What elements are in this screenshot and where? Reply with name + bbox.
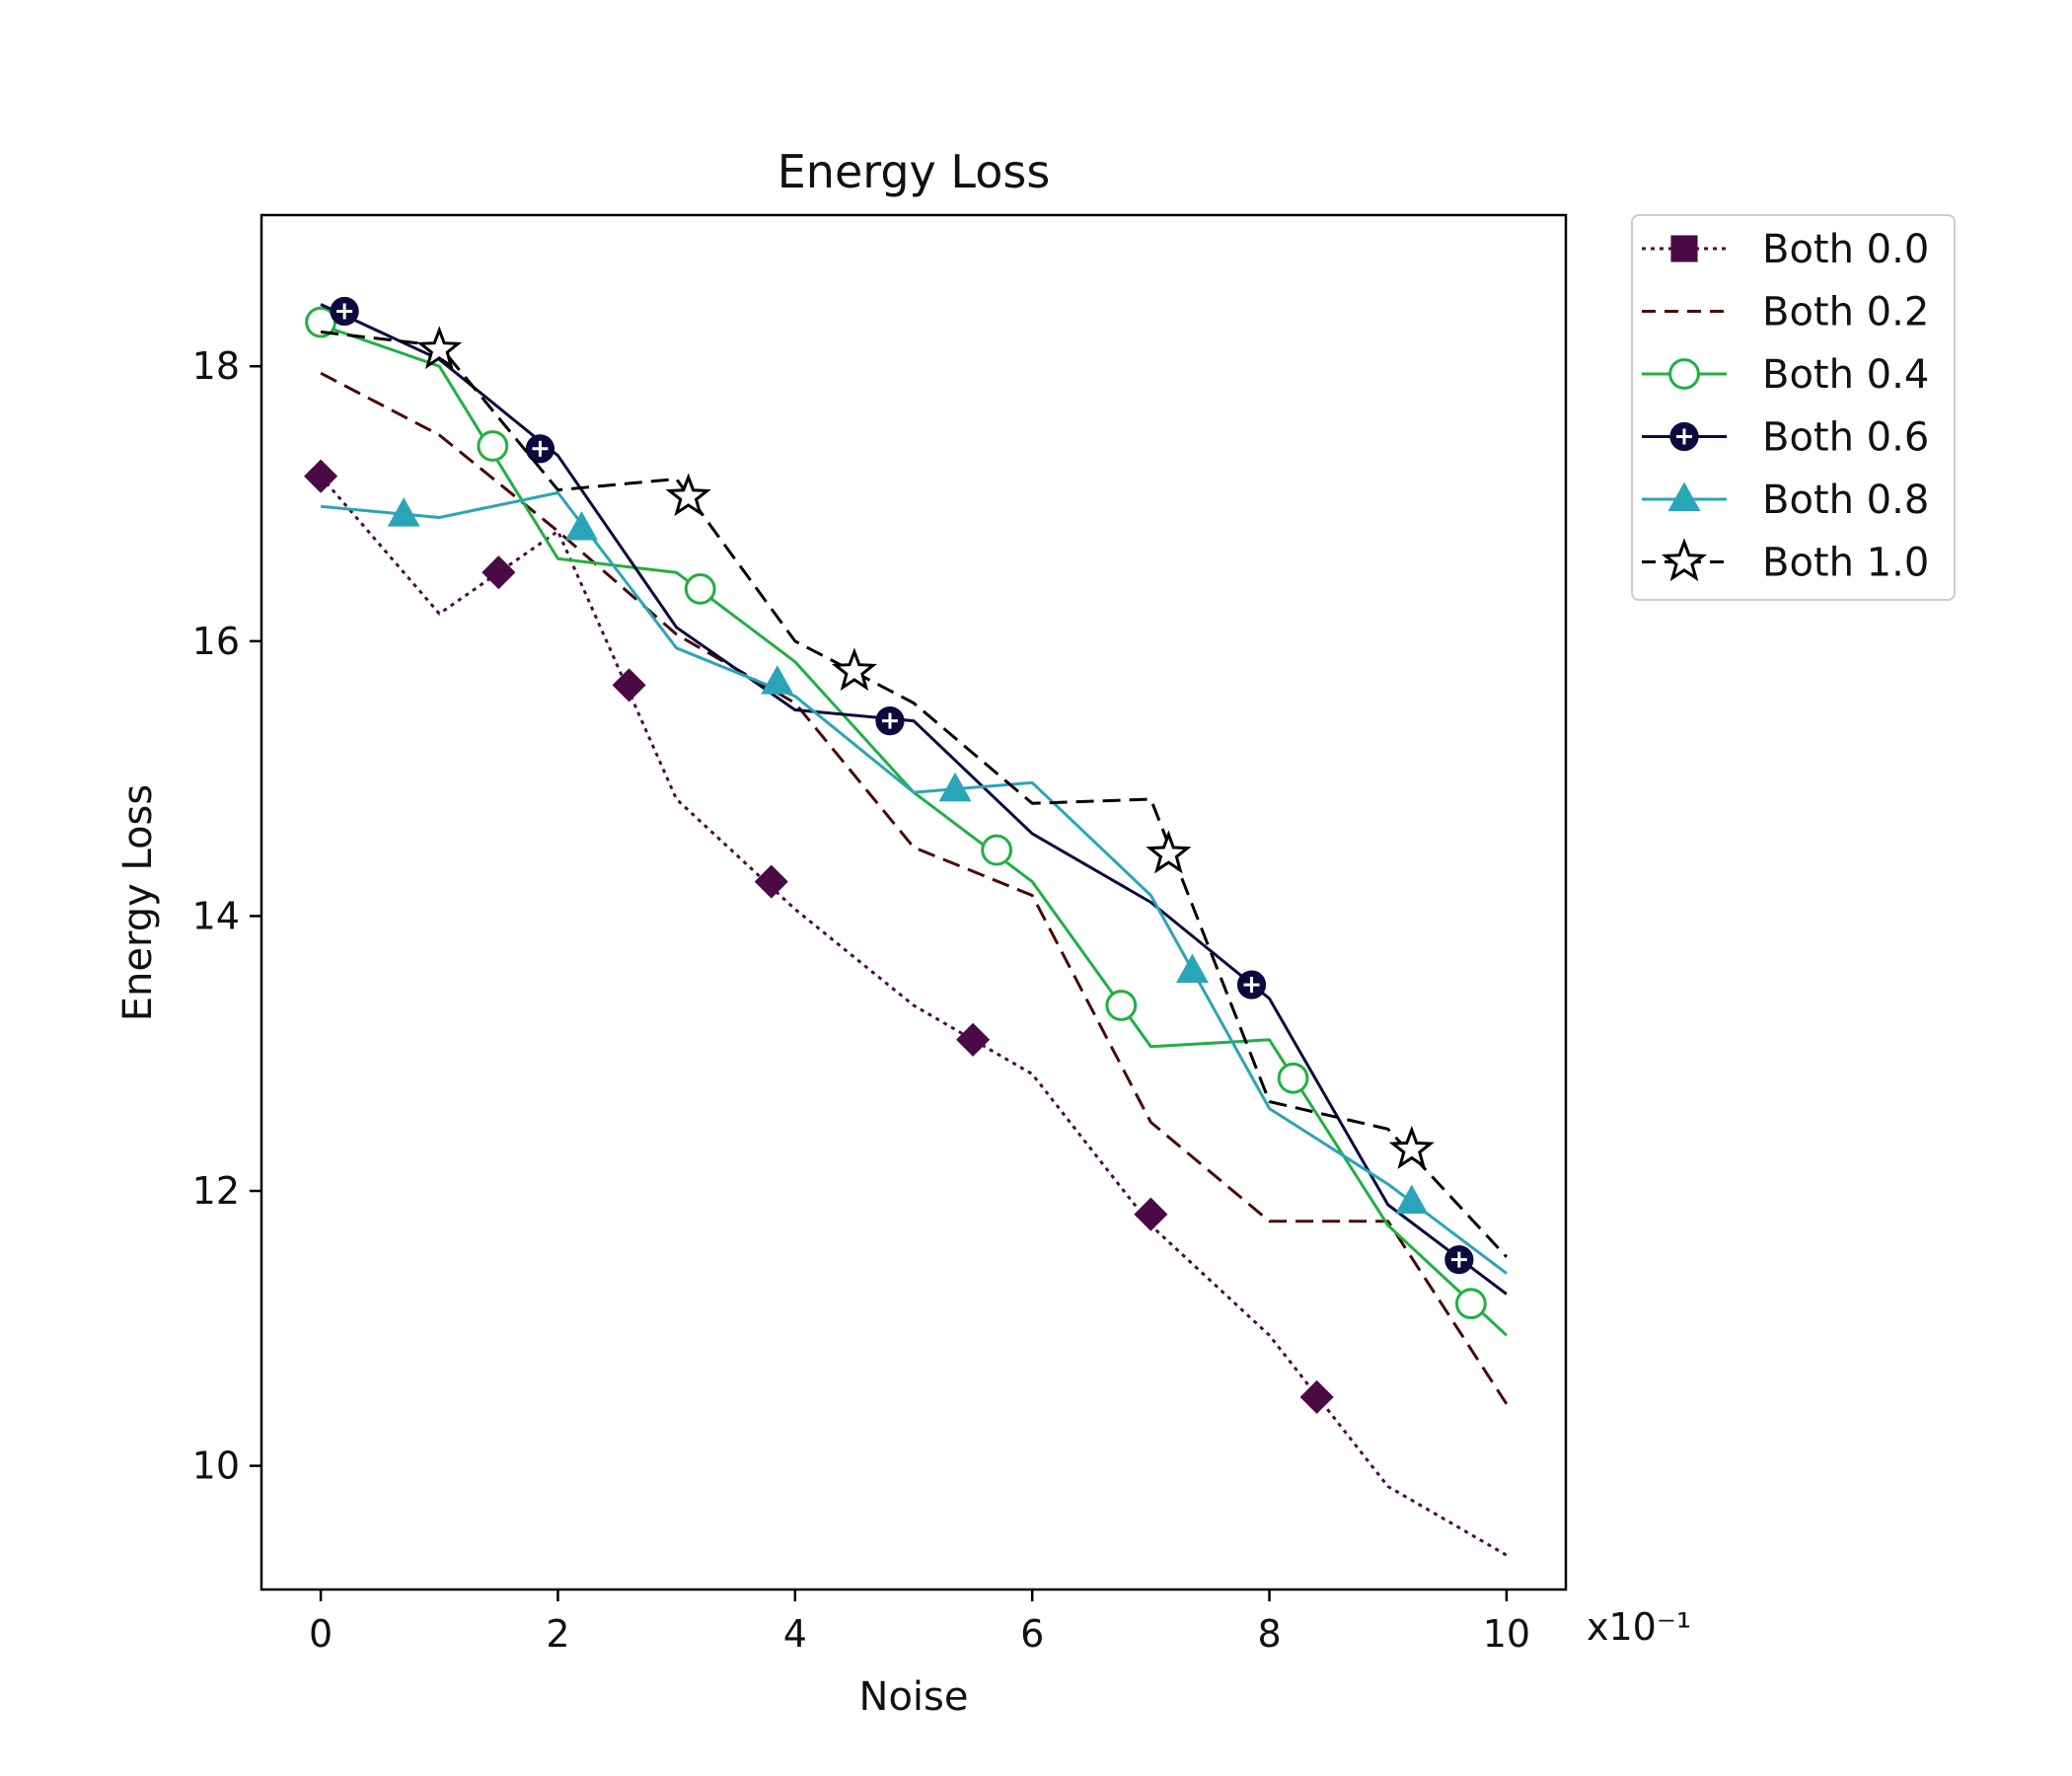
data-point-both-0-6-2 bbox=[875, 706, 905, 736]
x-tick-label: 10 bbox=[1483, 1612, 1530, 1656]
legend-marker-both-0-6 bbox=[1669, 421, 1699, 452]
data-point-both-1-0-3 bbox=[1146, 830, 1192, 874]
y-tick-label: 18 bbox=[192, 344, 240, 388]
data-point-both-0-0-3 bbox=[754, 864, 788, 899]
data-point-both-0-4-5 bbox=[1277, 1062, 1309, 1094]
series-both-0-8 bbox=[320, 490, 1508, 1275]
legend-marker-both-1-0 bbox=[1661, 538, 1708, 582]
series-line-both-0-6 bbox=[320, 303, 1508, 1295]
data-point-both-1-0-1 bbox=[665, 473, 711, 517]
legend-item-both-0-2: Both 0.2 bbox=[1642, 290, 1929, 335]
data-point-both-0-4-1 bbox=[477, 430, 509, 462]
legend-marker-both-0-0 bbox=[1670, 235, 1698, 262]
legend-label-both-0-8: Both 0.8 bbox=[1762, 478, 1929, 523]
legend-item-both-0-8: Both 0.8 bbox=[1642, 478, 1929, 523]
series-line-both-0-8 bbox=[320, 490, 1508, 1275]
legend-item-both-0-6: Both 0.6 bbox=[1642, 415, 1929, 461]
data-point-both-0-4-2 bbox=[684, 572, 716, 605]
data-point-both-0-6-0 bbox=[330, 296, 359, 327]
data-point-both-0-8-4 bbox=[1175, 953, 1209, 984]
series-line-both-0-0 bbox=[319, 475, 1508, 1557]
data-point-both-0-6-3 bbox=[1236, 970, 1267, 999]
x-tick-label: 4 bbox=[783, 1612, 807, 1656]
plot-frame bbox=[259, 213, 1568, 1591]
data-point-both-1-0-2 bbox=[831, 647, 877, 692]
x-tick-label: 0 bbox=[309, 1612, 333, 1656]
legend-item-both-0-0: Both 0.0 bbox=[1642, 227, 1929, 272]
chart-title: Energy Loss bbox=[777, 145, 1051, 198]
data-point-both-0-0-0 bbox=[304, 459, 338, 493]
legend-label-both-0-0: Both 0.0 bbox=[1762, 227, 1929, 272]
data-point-both-0-8-3 bbox=[938, 772, 972, 802]
y-tick-label: 16 bbox=[192, 620, 240, 663]
data-point-both-0-0-1 bbox=[481, 555, 516, 590]
x-axis: 0 2 4 6 8 10 bbox=[309, 1590, 1530, 1656]
data-point-both-0-0-2 bbox=[612, 668, 646, 703]
series-both-1-0 bbox=[320, 326, 1508, 1258]
y-axis: 10 12 14 16 18 bbox=[192, 344, 261, 1488]
data-point-both-0-4-0 bbox=[305, 306, 336, 338]
data-point-both-0-8-5 bbox=[1395, 1184, 1429, 1215]
data-point-both-0-0-4 bbox=[956, 1022, 991, 1057]
y-tick-label: 12 bbox=[192, 1169, 240, 1213]
legend-label-both-0-6: Both 0.6 bbox=[1762, 415, 1929, 461]
legend: Both 0.0 Both 0.2 Both 0.4 Both 0.6 Both 0.8… bbox=[1631, 214, 1956, 601]
x-tick-label: 2 bbox=[546, 1612, 569, 1656]
series-line-both-1-0 bbox=[320, 330, 1508, 1258]
series-both-0-6 bbox=[320, 296, 1508, 1295]
legend-label-both-0-2: Both 0.2 bbox=[1762, 290, 1929, 335]
series-both-0-0 bbox=[304, 459, 1508, 1557]
data-point-both-0-0-5 bbox=[1134, 1197, 1168, 1231]
y-tick-label: 10 bbox=[192, 1444, 240, 1488]
legend-marker-both-0-8 bbox=[1667, 481, 1701, 511]
data-point-both-0-4-4 bbox=[1105, 990, 1138, 1021]
x-tick-label: 6 bbox=[1020, 1612, 1044, 1656]
y-axis-label: Energy Loss bbox=[115, 784, 161, 1022]
y-tick-label: 14 bbox=[192, 894, 240, 937]
data-point-both-0-6-4 bbox=[1444, 1245, 1474, 1275]
legend-label-both-0-4: Both 0.4 bbox=[1762, 352, 1929, 398]
series-both-0-2 bbox=[320, 371, 1509, 1405]
legend-marker-both-0-4 bbox=[1668, 358, 1700, 390]
series-line-both-0-2 bbox=[320, 371, 1509, 1405]
data-point-both-1-0-4 bbox=[1388, 1125, 1435, 1169]
data-point-both-0-0-6 bbox=[1299, 1379, 1334, 1415]
data-point-both-0-6-1 bbox=[525, 434, 555, 464]
data-point-both-0-8-0 bbox=[387, 497, 420, 527]
legend-item-both-0-4: Both 0.4 bbox=[1642, 352, 1929, 398]
data-point-both-0-8-2 bbox=[761, 665, 794, 695]
data-point-both-1-0-0 bbox=[416, 326, 463, 370]
x-tick-label: 8 bbox=[1257, 1612, 1281, 1656]
plot-area bbox=[304, 296, 1509, 1557]
data-point-both-0-4-6 bbox=[1454, 1288, 1487, 1320]
x-axis-exponent: x10⁻¹ bbox=[1587, 1605, 1691, 1649]
x-axis-label: Noise bbox=[859, 1674, 969, 1720]
legend-item-both-1-0: Both 1.0 bbox=[1642, 538, 1929, 586]
legend-label-both-1-0: Both 1.0 bbox=[1762, 541, 1929, 586]
data-point-both-0-8-1 bbox=[565, 511, 598, 541]
data-point-both-0-4-3 bbox=[981, 834, 1013, 866]
